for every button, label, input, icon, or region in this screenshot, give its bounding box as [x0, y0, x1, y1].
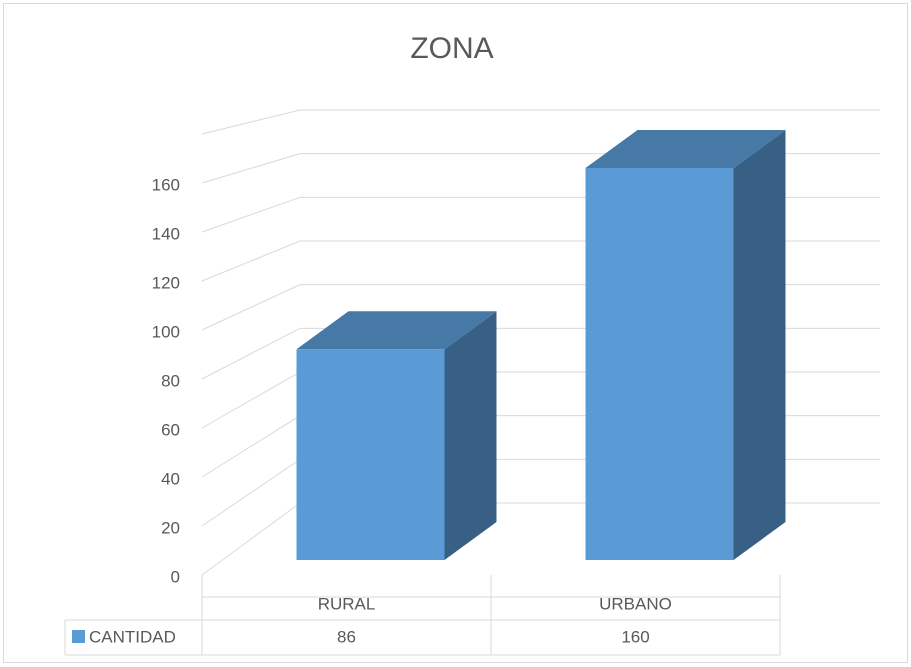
bar-front [296, 349, 445, 560]
x-tick-label: URBANO [599, 594, 672, 613]
y-tick-label: 0 [171, 567, 180, 586]
cell-value: 160 [621, 627, 649, 646]
y-tick-label: 80 [161, 371, 180, 390]
y-tick-label: 120 [152, 273, 180, 292]
bar-top [296, 311, 497, 350]
y-tick-label: 100 [152, 322, 180, 341]
bar [296, 311, 497, 560]
y-tick-label: 20 [161, 518, 180, 537]
x-tick-label: RURAL [318, 594, 376, 613]
grid-line [201, 109, 880, 135]
bar-front [585, 168, 734, 560]
chart-title: ZONA [410, 32, 493, 65]
bar-side [444, 311, 497, 560]
y-tick-label: 40 [161, 469, 180, 488]
bar [585, 130, 786, 560]
bar-top [585, 130, 786, 168]
legend-label: CANTIDAD [89, 627, 176, 646]
cell-value: 86 [337, 627, 356, 646]
legend-swatch [72, 630, 85, 643]
y-tick-label: 160 [152, 175, 180, 194]
y-tick-label: 140 [152, 224, 180, 243]
y-tick-label: 60 [161, 420, 180, 439]
bar-side [733, 130, 786, 560]
